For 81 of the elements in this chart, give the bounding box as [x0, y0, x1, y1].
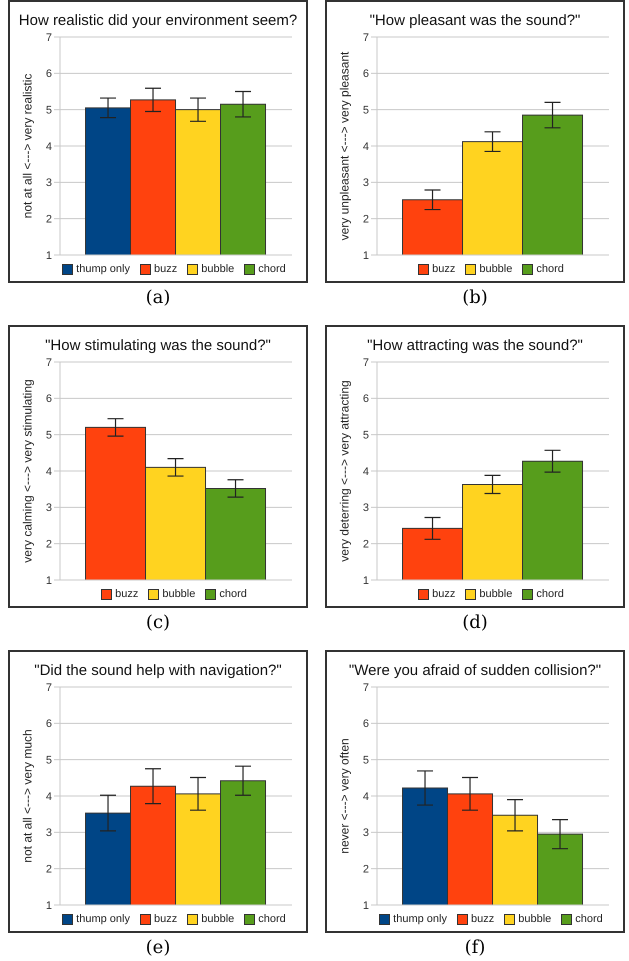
legend-label: buzz [432, 588, 456, 600]
y-tick-label: 7 [362, 32, 369, 44]
y-tick-label: 5 [362, 754, 369, 767]
y-tick-label: 6 [46, 393, 52, 406]
y-tick-label: 6 [46, 718, 52, 730]
y-tick-label: 4 [362, 790, 369, 803]
y-tick-label: 5 [46, 430, 52, 442]
y-tick-label: 4 [46, 790, 52, 803]
y-axis-title: not at all <---> very much [20, 729, 34, 863]
legend-label: bubble [479, 588, 512, 600]
y-tick-label: 3 [46, 502, 52, 514]
y-tick-label: 1 [362, 250, 369, 262]
legend-label: bubble [518, 913, 552, 925]
legend-label: chord [258, 913, 286, 925]
y-axis-title: very calming <---> very stimulating [20, 379, 34, 563]
text: (f) [464, 937, 486, 958]
y-tick-label: 2 [46, 214, 52, 226]
y-tick-label: 7 [46, 32, 52, 44]
y-axis-title: not at all <---> very realistic [20, 74, 34, 218]
legend-label: bubble [162, 588, 196, 600]
y-tick-label: 5 [46, 754, 52, 767]
y-tick-label: 4 [362, 466, 369, 478]
legend-label: bubble [479, 263, 512, 275]
text: (d) [462, 612, 488, 633]
legend-label: buzz [432, 263, 456, 275]
y-tick-label: 4 [362, 140, 369, 153]
legend-label: bubble [201, 913, 234, 925]
y-axis-title: very unpleasant <---> very pleasant [337, 50, 352, 240]
legend-label: bubble [201, 263, 234, 275]
legend-label: buzz [154, 913, 178, 925]
y-tick-label: 2 [362, 214, 369, 226]
chart-title: "Did the sound help with navigation?" [33, 662, 283, 679]
legend-label: buzz [154, 263, 178, 275]
legend-label: chord [258, 263, 286, 275]
y-tick-label: 5 [362, 104, 369, 117]
chart-title: "How attracting was the sound?" [366, 337, 584, 354]
y-tick-label: 7 [46, 682, 52, 694]
y-tick-label: 7 [46, 356, 52, 369]
legend-label: thump only [393, 913, 447, 925]
y-axis-title: very deterring <---> very attracting [337, 380, 352, 562]
y-tick-label: 2 [46, 538, 52, 551]
legend-label: chord [536, 588, 564, 600]
text: (a) [146, 287, 170, 308]
y-tick-label: 2 [362, 538, 369, 551]
legend-label: buzz [470, 913, 494, 925]
y-tick-label: 3 [362, 502, 369, 514]
y-tick-label: 2 [362, 864, 369, 876]
legend-label: thump only [76, 263, 130, 275]
y-tick-label: 1 [46, 250, 52, 262]
y-tick-label: 1 [46, 900, 52, 912]
text: (e) [146, 937, 170, 958]
text: (b) [462, 287, 488, 308]
y-tick-label: 5 [46, 104, 52, 117]
y-tick-label: 6 [362, 393, 369, 406]
y-tick-label: 7 [362, 682, 369, 694]
y-tick-label: 5 [362, 430, 369, 442]
y-tick-label: 6 [46, 68, 52, 80]
y-tick-label: 2 [46, 864, 52, 876]
chart-title: "How pleasant was the sound?" [368, 12, 582, 29]
y-tick-label: 1 [362, 574, 369, 587]
y-tick-label: 3 [46, 827, 52, 840]
chart-title: "How stimulating was the sound?" [44, 337, 272, 354]
y-tick-label: 1 [362, 900, 369, 912]
y-tick-label: 6 [362, 68, 369, 80]
y-tick-label: 3 [362, 177, 369, 190]
y-tick-label: 6 [362, 718, 369, 730]
text: (c) [146, 612, 170, 633]
y-tick-label: 4 [46, 466, 52, 478]
legend-label: chord [536, 263, 564, 275]
legend-label: chord [575, 913, 603, 925]
y-tick-label: 4 [46, 140, 52, 153]
y-axis-title: never <---> very often [337, 738, 352, 854]
chart-title: How realistic did your environment seem? [18, 12, 298, 29]
y-tick-label: 3 [362, 827, 369, 840]
chart-title: "Were you afraid of sudden collision?" [348, 662, 602, 679]
legend-label: chord [219, 588, 247, 600]
y-tick-label: 7 [362, 356, 369, 369]
legend-label: buzz [115, 588, 138, 600]
legend-label: thump only [76, 913, 130, 925]
y-tick-label: 3 [46, 177, 52, 190]
y-tick-label: 1 [46, 574, 52, 587]
